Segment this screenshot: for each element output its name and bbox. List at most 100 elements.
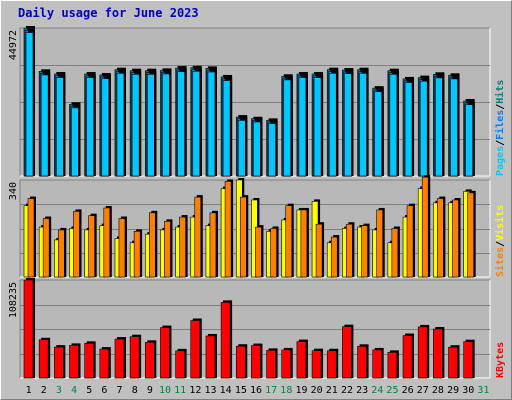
bar-sites [391, 228, 399, 278]
bar-pages [222, 80, 231, 177]
bar-sites [103, 207, 111, 278]
day-label: 13 [204, 385, 216, 396]
bar-sites [224, 181, 232, 278]
bar-kbytes [190, 320, 201, 379]
bar-pages [298, 77, 307, 177]
bar-pages [131, 74, 140, 177]
bar-kbytes [372, 349, 383, 379]
bar-pages [116, 73, 125, 177]
bar-sites [285, 205, 293, 278]
day-label: 26 [402, 385, 414, 396]
day-label: 16 [250, 385, 262, 396]
bar-sites [164, 221, 171, 278]
bar-pages [71, 107, 79, 177]
y-max-label: 108235 [8, 282, 19, 318]
day-label: 6 [101, 385, 107, 396]
bar-kbytes [448, 346, 458, 379]
bar-pages [419, 80, 428, 177]
day-label: 9 [147, 385, 153, 396]
day-label: 2 [41, 385, 47, 396]
day-label: 25 [386, 385, 398, 396]
bar-sites [58, 229, 65, 278]
legend-kbytes: KBytes [495, 342, 506, 378]
bar-pages [404, 82, 413, 177]
day-label: 30 [462, 385, 474, 396]
bar-sites [330, 236, 338, 278]
bar-pages [237, 120, 246, 177]
bar-kbytes [433, 328, 443, 379]
bar-sites [406, 205, 414, 278]
legend-visits: Visits [494, 205, 506, 241]
bar-kbytes [387, 352, 398, 379]
day-label: 27 [417, 385, 429, 396]
day-label: 7 [117, 385, 123, 396]
bar-kbytes [38, 339, 49, 379]
bar-sites [239, 196, 247, 278]
bar-kbytes [160, 327, 170, 379]
bar-pages [192, 71, 201, 177]
bar-sites [300, 209, 308, 278]
legend-separator: / [495, 140, 506, 146]
bar-sites [179, 216, 186, 278]
bar-sites [27, 198, 35, 278]
bar-pages [40, 74, 49, 177]
bar-kbytes [463, 341, 473, 379]
bar-kbytes [144, 342, 155, 379]
bar-kbytes [114, 338, 125, 379]
day-label: 12 [189, 385, 201, 396]
bar-sites [270, 228, 277, 278]
day-label: 10 [159, 385, 171, 396]
bar-sites [376, 209, 384, 278]
bar-sites [194, 196, 202, 278]
bar-kbytes [175, 350, 185, 379]
bar-kbytes [296, 341, 307, 379]
bar-pages [101, 78, 110, 177]
day-label: 19 [295, 385, 307, 396]
bar-kbytes [99, 348, 110, 379]
bar-kbytes [311, 350, 322, 379]
bar-pages [283, 79, 292, 177]
bar-pages [177, 71, 185, 177]
day-label: 29 [447, 385, 459, 396]
legend: KBytes [495, 342, 506, 378]
day-label: 5 [86, 385, 92, 396]
bar-pages [268, 123, 276, 177]
chart-title: Daily usage for June 2023 [18, 6, 199, 20]
bar-kbytes [266, 350, 276, 379]
legend: Sites/Visits [494, 205, 506, 277]
bar-kbytes [251, 345, 261, 379]
bar-sites [42, 218, 50, 278]
bar-sites [437, 198, 444, 278]
bar-sites [133, 231, 141, 278]
day-label: 8 [132, 385, 138, 396]
day-label: 23 [356, 385, 368, 396]
bar-sites [148, 212, 156, 278]
bar-kbytes [281, 349, 292, 379]
bar-pages [359, 73, 367, 177]
bar-kbytes [220, 302, 231, 379]
bar-sites [255, 226, 262, 278]
bar-pages [328, 73, 337, 177]
bar-sites [346, 223, 353, 278]
bar-pages [389, 74, 398, 177]
day-label: 11 [174, 385, 186, 396]
bar-pages [313, 77, 322, 177]
bar-pages [86, 77, 94, 177]
bar-sites [361, 225, 368, 278]
bar-kbytes [235, 345, 246, 379]
day-label: 22 [341, 385, 353, 396]
day-label: 3 [56, 385, 62, 396]
bar-pages [450, 78, 458, 177]
bar-kbytes [326, 350, 337, 379]
day-label: 4 [71, 385, 77, 396]
bar-sites [315, 223, 323, 278]
bar-pages [344, 73, 352, 177]
bar-sites [421, 176, 429, 278]
bar-sites [209, 212, 217, 278]
legend-separator: / [495, 104, 506, 110]
bar-pages [56, 77, 64, 177]
y-max-label: 340 [8, 182, 19, 200]
bar-pages [25, 32, 34, 177]
day-label: 20 [311, 385, 323, 396]
